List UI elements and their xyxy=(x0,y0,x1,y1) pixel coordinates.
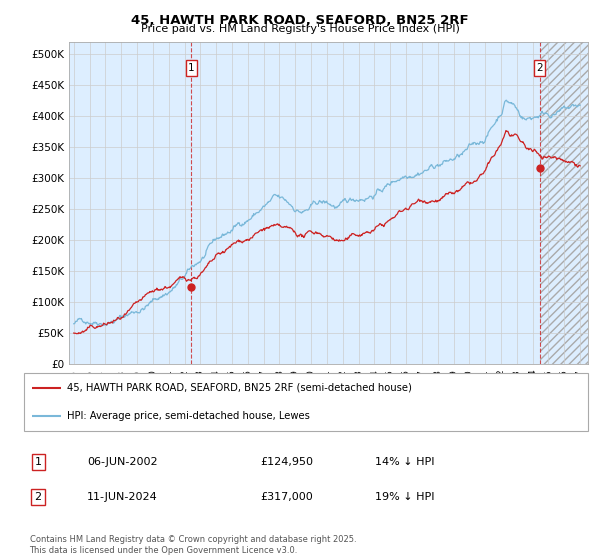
Text: 19% ↓ HPI: 19% ↓ HPI xyxy=(375,492,434,502)
Text: £317,000: £317,000 xyxy=(260,492,313,502)
Text: 1: 1 xyxy=(188,63,195,73)
Text: 1: 1 xyxy=(35,457,41,466)
Text: 45, HAWTH PARK ROAD, SEAFORD, BN25 2RF (semi-detached house): 45, HAWTH PARK ROAD, SEAFORD, BN25 2RF (… xyxy=(67,382,412,393)
Text: £124,950: £124,950 xyxy=(260,457,313,466)
Text: 2: 2 xyxy=(35,492,42,502)
Bar xyxy=(539,42,588,364)
Text: 45, HAWTH PARK ROAD, SEAFORD, BN25 2RF: 45, HAWTH PARK ROAD, SEAFORD, BN25 2RF xyxy=(131,14,469,27)
Text: 2: 2 xyxy=(536,63,543,73)
Text: HPI: Average price, semi-detached house, Lewes: HPI: Average price, semi-detached house,… xyxy=(67,411,310,421)
Text: 06-JUN-2002: 06-JUN-2002 xyxy=(87,457,158,466)
Text: 14% ↓ HPI: 14% ↓ HPI xyxy=(375,457,434,466)
Text: 11-JUN-2024: 11-JUN-2024 xyxy=(87,492,158,502)
FancyBboxPatch shape xyxy=(24,373,588,431)
Text: Price paid vs. HM Land Registry's House Price Index (HPI): Price paid vs. HM Land Registry's House … xyxy=(140,24,460,34)
Text: Contains HM Land Registry data © Crown copyright and database right 2025.
This d: Contains HM Land Registry data © Crown c… xyxy=(29,535,356,554)
